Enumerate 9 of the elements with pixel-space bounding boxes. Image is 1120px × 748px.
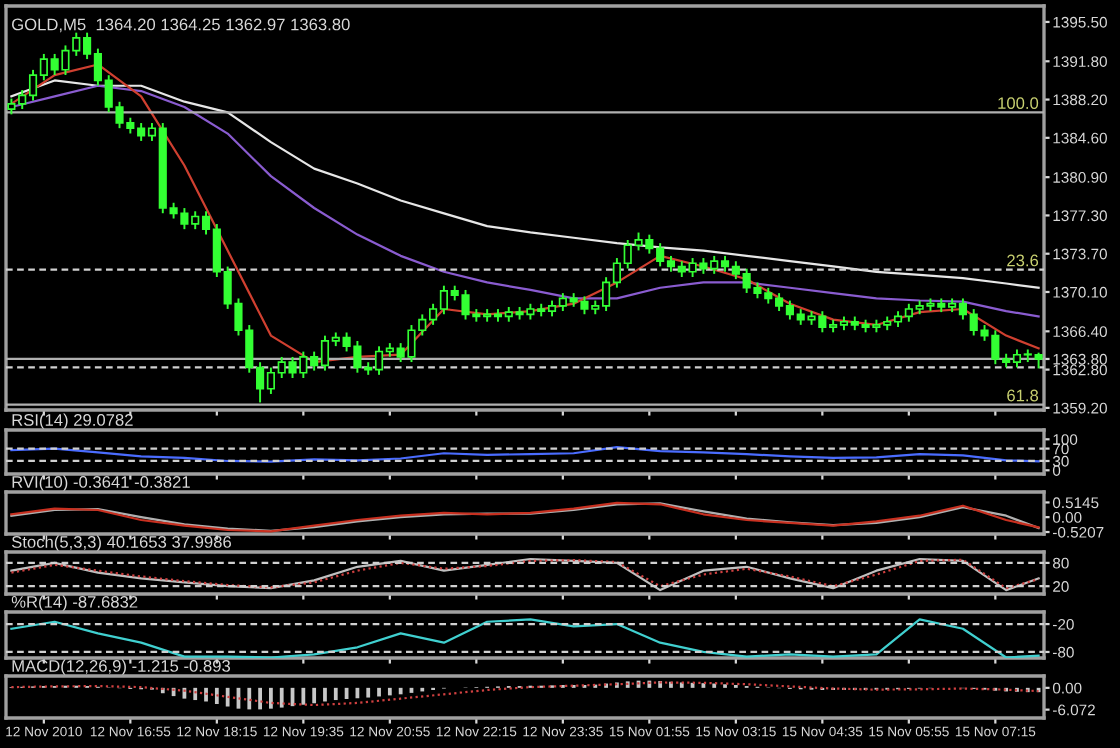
chart-title: %R(14) -87.6832 [11,595,138,612]
chart-title: MACD(12,26,9) -1.215 -0.893 [12,659,231,676]
text: GOLD,M5 1364.20 1364.25 1362.97 1363.80 [12,18,350,33]
chart-title: Stoch(5,3,3) 40.1653 37.9986 [11,535,231,552]
annotation: 61.8 [1007,389,1039,402]
chart-title: RVI(10) -0.3641 -0.3821 [12,475,190,492]
annotation: 23.6 [1007,254,1039,267]
chart-title: RSI(14) 29.0782 [12,413,133,430]
annotation: 100.0 [998,97,1039,110]
